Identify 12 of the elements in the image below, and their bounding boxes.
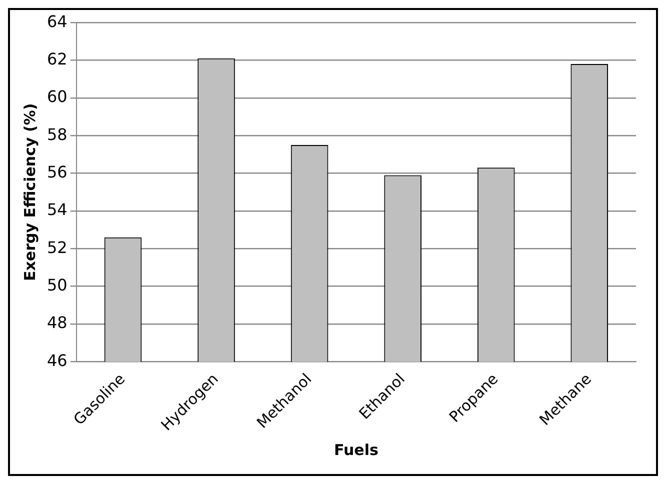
y-tick-label: 64 (47, 12, 68, 31)
y-tick-label: 60 (47, 87, 68, 106)
y-tick-label: 58 (47, 124, 68, 144)
y-tick-label: 46 (47, 350, 68, 370)
x-axis-title: Fuels (334, 440, 378, 459)
y-tick-label: 50 (47, 275, 68, 294)
y-axis-title: Exergy Efficiency (%) (20, 103, 39, 282)
y-tick-label: 54 (47, 200, 68, 220)
y-tick-label: 48 (47, 313, 68, 332)
y-tick-label: 52 (47, 238, 68, 257)
y-tick-label: 62 (47, 49, 68, 68)
y-tick-label: 56 (47, 162, 68, 182)
